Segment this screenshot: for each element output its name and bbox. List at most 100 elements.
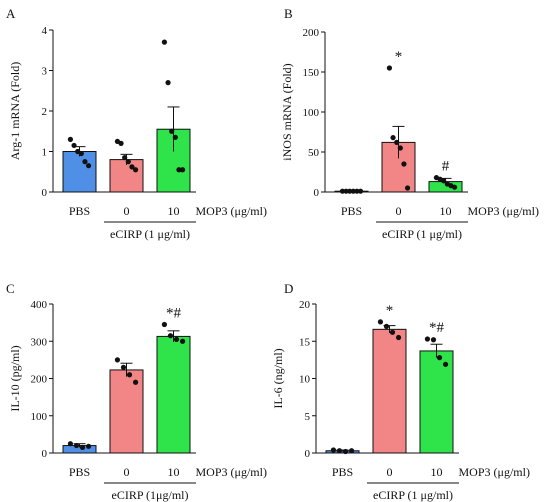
- panel-label: A: [6, 6, 16, 21]
- data-point: [442, 361, 449, 367]
- significance-label: *#: [166, 305, 182, 321]
- data-point: [330, 447, 337, 453]
- data-point: [397, 145, 403, 151]
- chart-panel-a: A 0 1 2 3 4 Arg-1 mRNA (Fold) PBS 0 10 MOP3 (μg/ml…: [6, 6, 267, 241]
- y-axis-label: Arg-1 mRNA (Fold): [8, 62, 22, 160]
- data-point: [357, 188, 364, 194]
- data-point: [85, 163, 92, 169]
- y-tick-label: 1: [42, 147, 48, 159]
- data-point: [404, 185, 411, 191]
- data-point: [354, 188, 360, 194]
- data-point: [390, 135, 396, 141]
- bar: [62, 151, 97, 193]
- y-tick-label: 100: [31, 411, 48, 423]
- x-tick-label: 0: [124, 465, 130, 479]
- data-point: [165, 80, 171, 86]
- mop3-label: MOP3 (μg/ml): [468, 204, 539, 218]
- data-point: [122, 154, 128, 161]
- group-label: eCIRP (1 μg/ml): [373, 488, 453, 502]
- significance-label: *: [386, 303, 394, 319]
- data-point: [118, 140, 124, 146]
- data-point: [169, 128, 175, 134]
- y-tick-label: 200: [303, 27, 320, 39]
- data-point: [176, 167, 182, 173]
- x-tick-label: PBS: [69, 465, 90, 479]
- data-point: [394, 139, 400, 145]
- significance-label: *#: [429, 320, 445, 336]
- y-tick-label: 300: [31, 336, 48, 348]
- data-point: [389, 329, 396, 335]
- y-axis-label: IL-6 (ng/ml): [271, 348, 285, 408]
- bar: [372, 328, 407, 454]
- panel-label: C: [6, 281, 15, 296]
- group-label: eCIRP (1μg/ml): [112, 488, 189, 502]
- y-tick-label: 4: [42, 25, 48, 37]
- data-point: [383, 323, 390, 329]
- data-point: [120, 364, 127, 370]
- x-tick-label: PBS: [332, 465, 353, 479]
- data-point: [386, 65, 393, 71]
- data-point: [132, 379, 139, 385]
- x-tick-label: 0: [387, 465, 393, 479]
- data-point: [71, 142, 77, 149]
- group-label: eCIRP (1 μg/ml): [110, 227, 190, 241]
- data-point: [73, 442, 80, 449]
- data-point: [395, 334, 402, 341]
- mop3-label: MOP3 (μg/ml): [196, 465, 267, 479]
- y-axis-label: IL-10 (pg/ml): [8, 345, 22, 411]
- data-point: [179, 338, 186, 344]
- y-tick-label: 200: [31, 374, 48, 386]
- data-point: [336, 448, 343, 454]
- data-point: [132, 167, 139, 173]
- y-tick-label: 0: [305, 448, 311, 460]
- chart-panel-b: B 0 50 100 150 200 iNOS mRNA (Fold) PBS * 0 #10 MOP…: [280, 6, 539, 241]
- data-point: [126, 372, 133, 378]
- significance-label: #: [442, 159, 450, 175]
- data-point: [67, 136, 74, 142]
- data-point: [436, 355, 443, 361]
- data-point: [339, 188, 346, 194]
- y-tick-label: 0: [42, 448, 48, 460]
- y-tick-label: 5: [305, 411, 311, 423]
- data-point: [125, 159, 131, 165]
- bar: [156, 335, 191, 454]
- data-point: [179, 167, 186, 173]
- group-label: eCIRP (1 μg/ml): [382, 227, 462, 241]
- chart-panel-d: D 0 5 10 15 20 IL-6 (ng/ml) PBS * 0 *# 10 MOP3 (μg/m…: [271, 281, 530, 502]
- y-axis-label: iNOS mRNA (Fold): [280, 63, 294, 160]
- panel-label: B: [284, 6, 293, 21]
- data-point: [347, 188, 353, 194]
- data-point: [424, 336, 431, 342]
- significance-label: *: [395, 49, 403, 65]
- data-point: [451, 184, 458, 190]
- data-point: [161, 321, 168, 328]
- x-tick-label: 10: [168, 465, 180, 479]
- y-tick-label: 0: [314, 187, 320, 199]
- mop3-label: MOP3 (μg/ml): [459, 465, 530, 479]
- data-point: [173, 336, 180, 342]
- y-tick-label: 15: [299, 336, 311, 348]
- y-tick-label: 50: [308, 147, 320, 159]
- x-tick-label: PBS: [69, 204, 90, 218]
- y-tick-label: 150: [303, 67, 320, 79]
- x-tick-label: PBS: [341, 204, 362, 218]
- mop3-label: MOP3 (μg/ml): [196, 204, 267, 218]
- y-tick-label: 400: [31, 299, 48, 311]
- data-point: [114, 357, 121, 363]
- bar: [109, 159, 144, 193]
- data-point: [172, 134, 178, 140]
- x-tick-label: 10: [168, 204, 180, 218]
- x-tick-label: 0: [124, 204, 130, 218]
- x-tick-label: 10: [440, 204, 452, 218]
- data-point: [342, 448, 349, 455]
- data-point: [350, 188, 356, 194]
- x-tick-label: 10: [431, 465, 443, 479]
- y-tick-label: 0: [42, 187, 48, 199]
- data-point: [401, 161, 407, 167]
- data-point: [161, 39, 168, 45]
- y-tick-label: 2: [42, 106, 48, 118]
- data-point: [343, 188, 349, 194]
- data-point: [78, 150, 84, 157]
- bar: [419, 350, 454, 454]
